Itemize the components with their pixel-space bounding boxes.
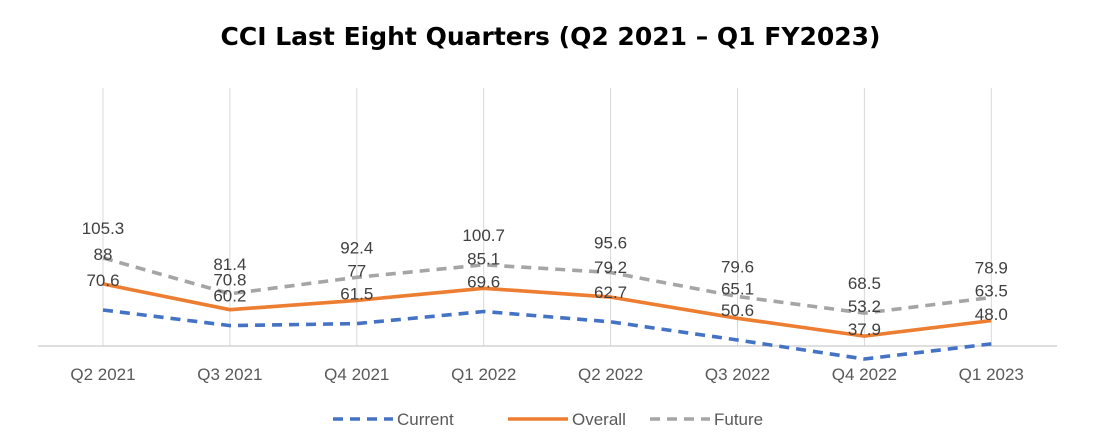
data-label-overall: 85.1: [467, 249, 500, 268]
legend-label: Future: [714, 410, 763, 429]
data-label-overall: 79.2: [594, 258, 627, 277]
legend-item-future: Future: [650, 410, 763, 429]
x-tick-label: Q1 2023: [959, 365, 1024, 384]
data-label-future: 81.4: [213, 255, 246, 274]
data-label-overall: 65.1: [721, 279, 754, 298]
x-tick-label: Q1 2022: [451, 365, 516, 384]
data-label-overall: 53.2: [848, 297, 881, 316]
data-label-current: 62.7: [594, 283, 627, 302]
data-label-future: 105.3: [82, 219, 125, 238]
series-lines: [102, 256, 992, 361]
data-label-future: 92.4: [340, 238, 373, 257]
legend-label: Overall: [572, 410, 626, 429]
legend-item-overall: Overall: [508, 410, 626, 429]
legend-item-current: Current: [333, 410, 454, 429]
data-label-current: 69.6: [467, 273, 500, 292]
series-line-overall: [102, 282, 992, 338]
data-label-future: 68.5: [848, 274, 881, 293]
chart-title: CCI Last Eight Quarters (Q2 2021 – Q1 FY…: [220, 22, 881, 51]
data-label-future: 100.7: [462, 226, 505, 245]
data-label-overall: 63.5: [975, 282, 1008, 301]
legend: Current Overall Future: [333, 410, 763, 429]
data-label-future: 78.9: [975, 259, 1008, 278]
x-tick-label: Q2 2021: [70, 365, 135, 384]
x-tick-label: Q3 2021: [197, 365, 262, 384]
legend-label: Current: [397, 410, 454, 429]
x-tick-label: Q4 2021: [324, 365, 389, 384]
data-label-current: 50.6: [721, 301, 754, 320]
data-label-future: 95.6: [594, 234, 627, 253]
data-label-future: 79.6: [721, 258, 754, 277]
x-tick-label: Q3 2022: [705, 365, 770, 384]
x-tick-label: Q4 2022: [832, 365, 897, 384]
series-line-current: [102, 308, 992, 361]
data-label-current: 37.9: [848, 320, 881, 339]
data-label-overall: 70.8: [213, 271, 246, 290]
data-label-current: 60.2: [213, 287, 246, 306]
series-line-future: [102, 256, 992, 315]
data-label-current: 61.5: [340, 285, 373, 304]
data-label-current: 48.0: [975, 305, 1008, 324]
data-label-current: 70.6: [86, 271, 119, 290]
grid-lines: [102, 88, 992, 346]
data-labels: 70.6 60.2 61.5 69.6 62.7 50.6 37.9 48.0 88 70.8 77…: [82, 219, 1008, 339]
data-label-overall: 88: [94, 245, 113, 264]
x-tick-label: Q2 2022: [578, 365, 643, 384]
data-label-overall: 77: [347, 261, 366, 280]
x-axis: Q2 2021 Q3 2021 Q4 2021 Q1 2022 Q2 2022 Q3 20…: [38, 345, 1057, 384]
